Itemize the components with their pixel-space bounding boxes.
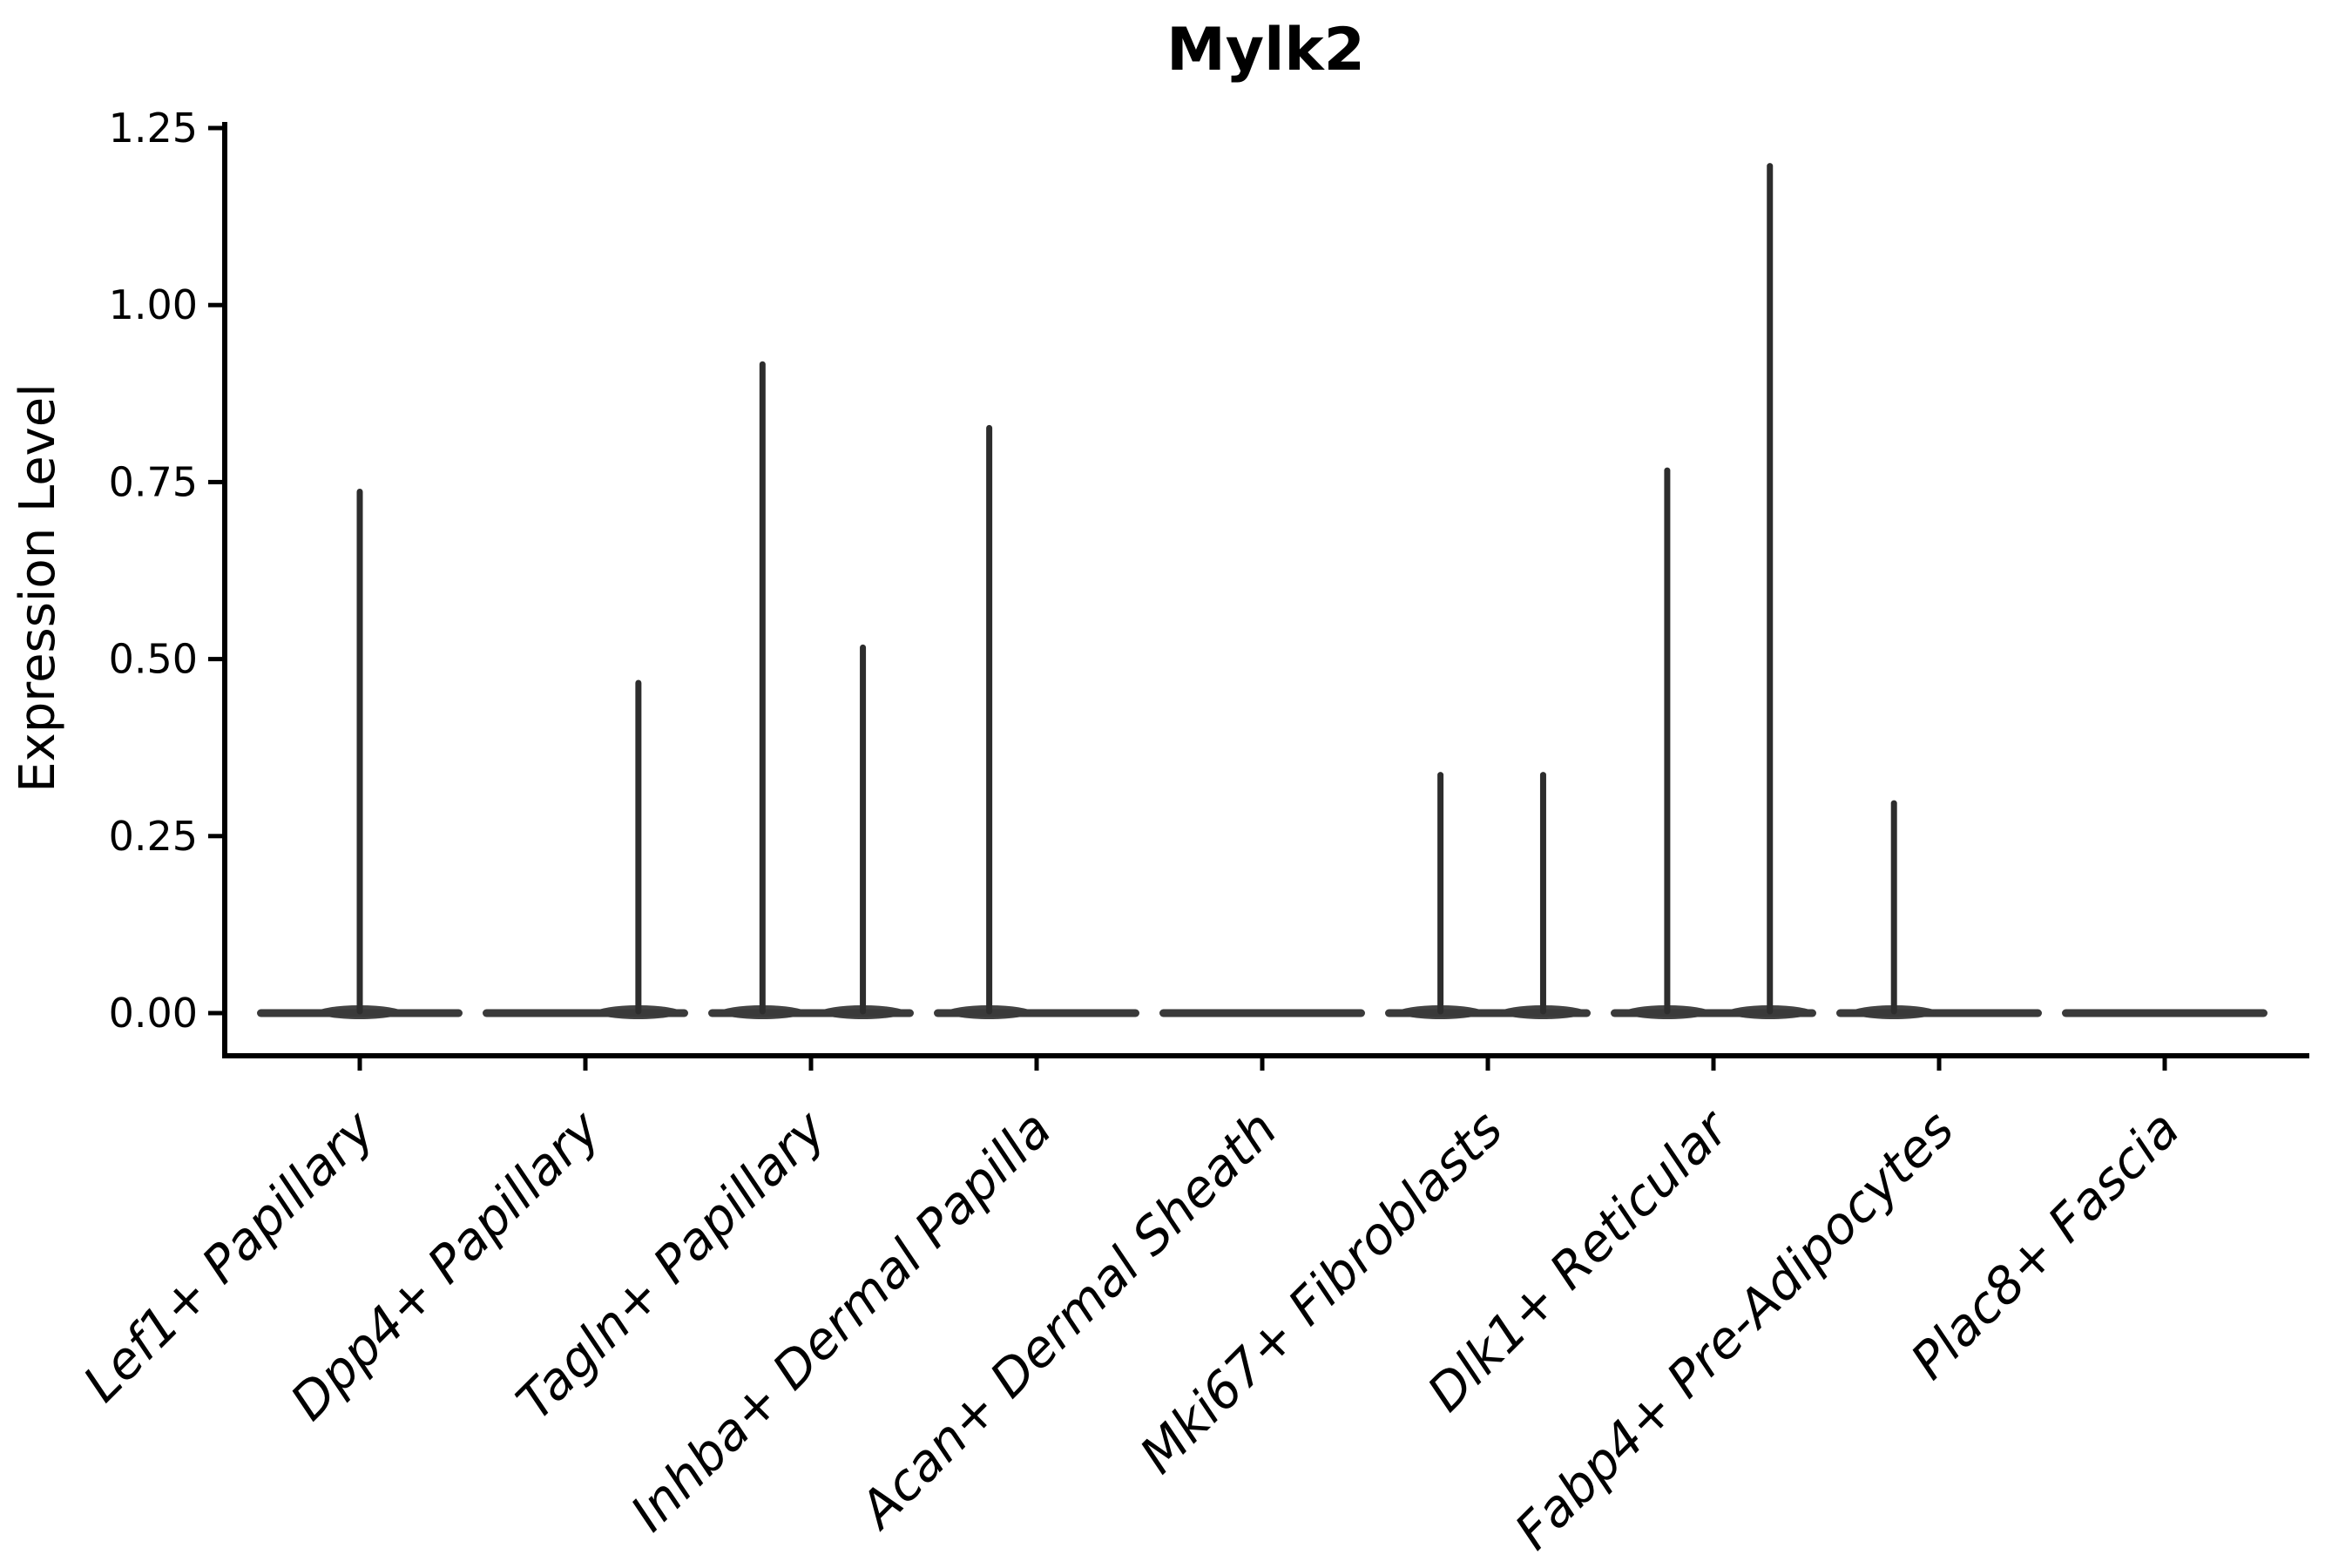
violin-7: [1611, 163, 1816, 1019]
violin-6: [1385, 772, 1591, 1019]
x-axis-tick-label: Fabp4+ Pre-Adipocytes: [1504, 1099, 1965, 1561]
violin-4: [934, 424, 1139, 1019]
x-axis-tick: [1260, 1058, 1265, 1071]
violin-5: [1159, 1009, 1365, 1017]
y-axis-tick-label: 0.75: [109, 458, 198, 505]
violin-baseline: [1159, 1009, 1365, 1017]
violin-9: [2062, 1009, 2268, 1017]
x-axis-tick: [2162, 1058, 2167, 1071]
x-axis-tick-label: Inhba+ Dermal Papilla: [619, 1099, 1063, 1543]
x-axis-tick: [1936, 1058, 1942, 1071]
y-axis-tick-label: 1.25: [109, 105, 198, 152]
x-axis-tick: [808, 1058, 814, 1071]
x-axis-tick: [1485, 1058, 1490, 1071]
x-axis-tick: [357, 1058, 362, 1071]
y-axis-tick-label: 0.25: [109, 813, 198, 860]
x-axis-tick: [1034, 1058, 1039, 1071]
y-axis-tick: [208, 657, 222, 662]
x-axis-tick-label: Acan+ Dermal Sheath: [846, 1099, 1288, 1542]
y-axis-tick: [208, 834, 222, 839]
violin-2: [483, 679, 688, 1019]
violin-8: [1836, 800, 2042, 1019]
y-axis-tick-label: 1.00: [109, 281, 198, 328]
plot-title: Mylk2: [1166, 16, 1365, 84]
y-axis-label: Expression Level: [10, 383, 66, 793]
y-axis-tick: [208, 302, 222, 308]
axis-spine-left: [222, 122, 227, 1058]
y-axis-tick: [208, 479, 222, 484]
x-axis-tick-label: Mki67+ Fibroblasts: [1128, 1099, 1514, 1485]
y-axis-tick-label: 0.50: [109, 636, 198, 683]
x-axis-tick: [583, 1058, 588, 1071]
violin-1: [257, 489, 463, 1019]
y-axis-tick: [208, 1010, 222, 1016]
violin-3: [708, 361, 914, 1019]
violin-baseline: [2062, 1009, 2268, 1017]
x-axis-tick: [1711, 1058, 1716, 1071]
y-axis-tick-label: 0.00: [109, 990, 198, 1037]
y-axis-tick: [208, 125, 222, 131]
axis-spine-bottom: [222, 1053, 2309, 1058]
